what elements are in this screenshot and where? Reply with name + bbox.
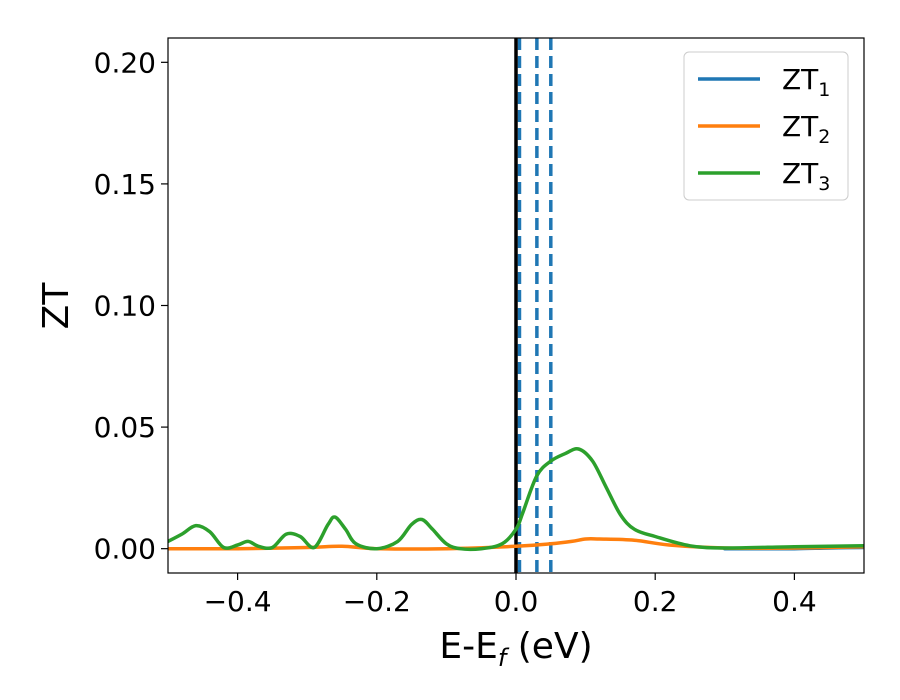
x-tick-label: 0.0 xyxy=(494,585,539,618)
series-layer xyxy=(168,447,864,552)
reference-lines xyxy=(514,38,553,573)
y-tick-label: 0.10 xyxy=(94,290,156,323)
y-axis: 0.00 0.05 0.10 0.15 0.20 xyxy=(94,46,168,566)
x-tick-label: 0.4 xyxy=(772,585,817,618)
series-line-zt3 xyxy=(168,447,864,552)
legend: ZT1 ZT2 ZT3 xyxy=(683,51,849,201)
legend-label-zt1: ZT1 xyxy=(782,63,830,101)
x-tick-label: 0.2 xyxy=(633,585,678,618)
x-tick-label: −0.4 xyxy=(204,585,272,618)
legend-box xyxy=(683,51,849,201)
y-tick-label: 0.05 xyxy=(94,411,156,444)
x-axis: −0.4 −0.2 0.0 0.2 0.4 xyxy=(204,573,817,618)
y-tick-label: 0.20 xyxy=(94,46,156,79)
y-tick-label: 0.15 xyxy=(94,168,156,201)
legend-label-zt2: ZT2 xyxy=(782,110,830,148)
legend-label-zt3: ZT3 xyxy=(782,157,830,195)
y-axis-title: ZT xyxy=(36,282,77,330)
x-axis-title-unit: (eV) xyxy=(506,626,592,667)
x-axis-title-main: E-E xyxy=(439,626,497,667)
y-tick-label: 0.00 xyxy=(94,533,156,566)
x-axis-title: E-Ef (eV) xyxy=(439,626,592,672)
x-tick-label: −0.2 xyxy=(343,585,411,618)
